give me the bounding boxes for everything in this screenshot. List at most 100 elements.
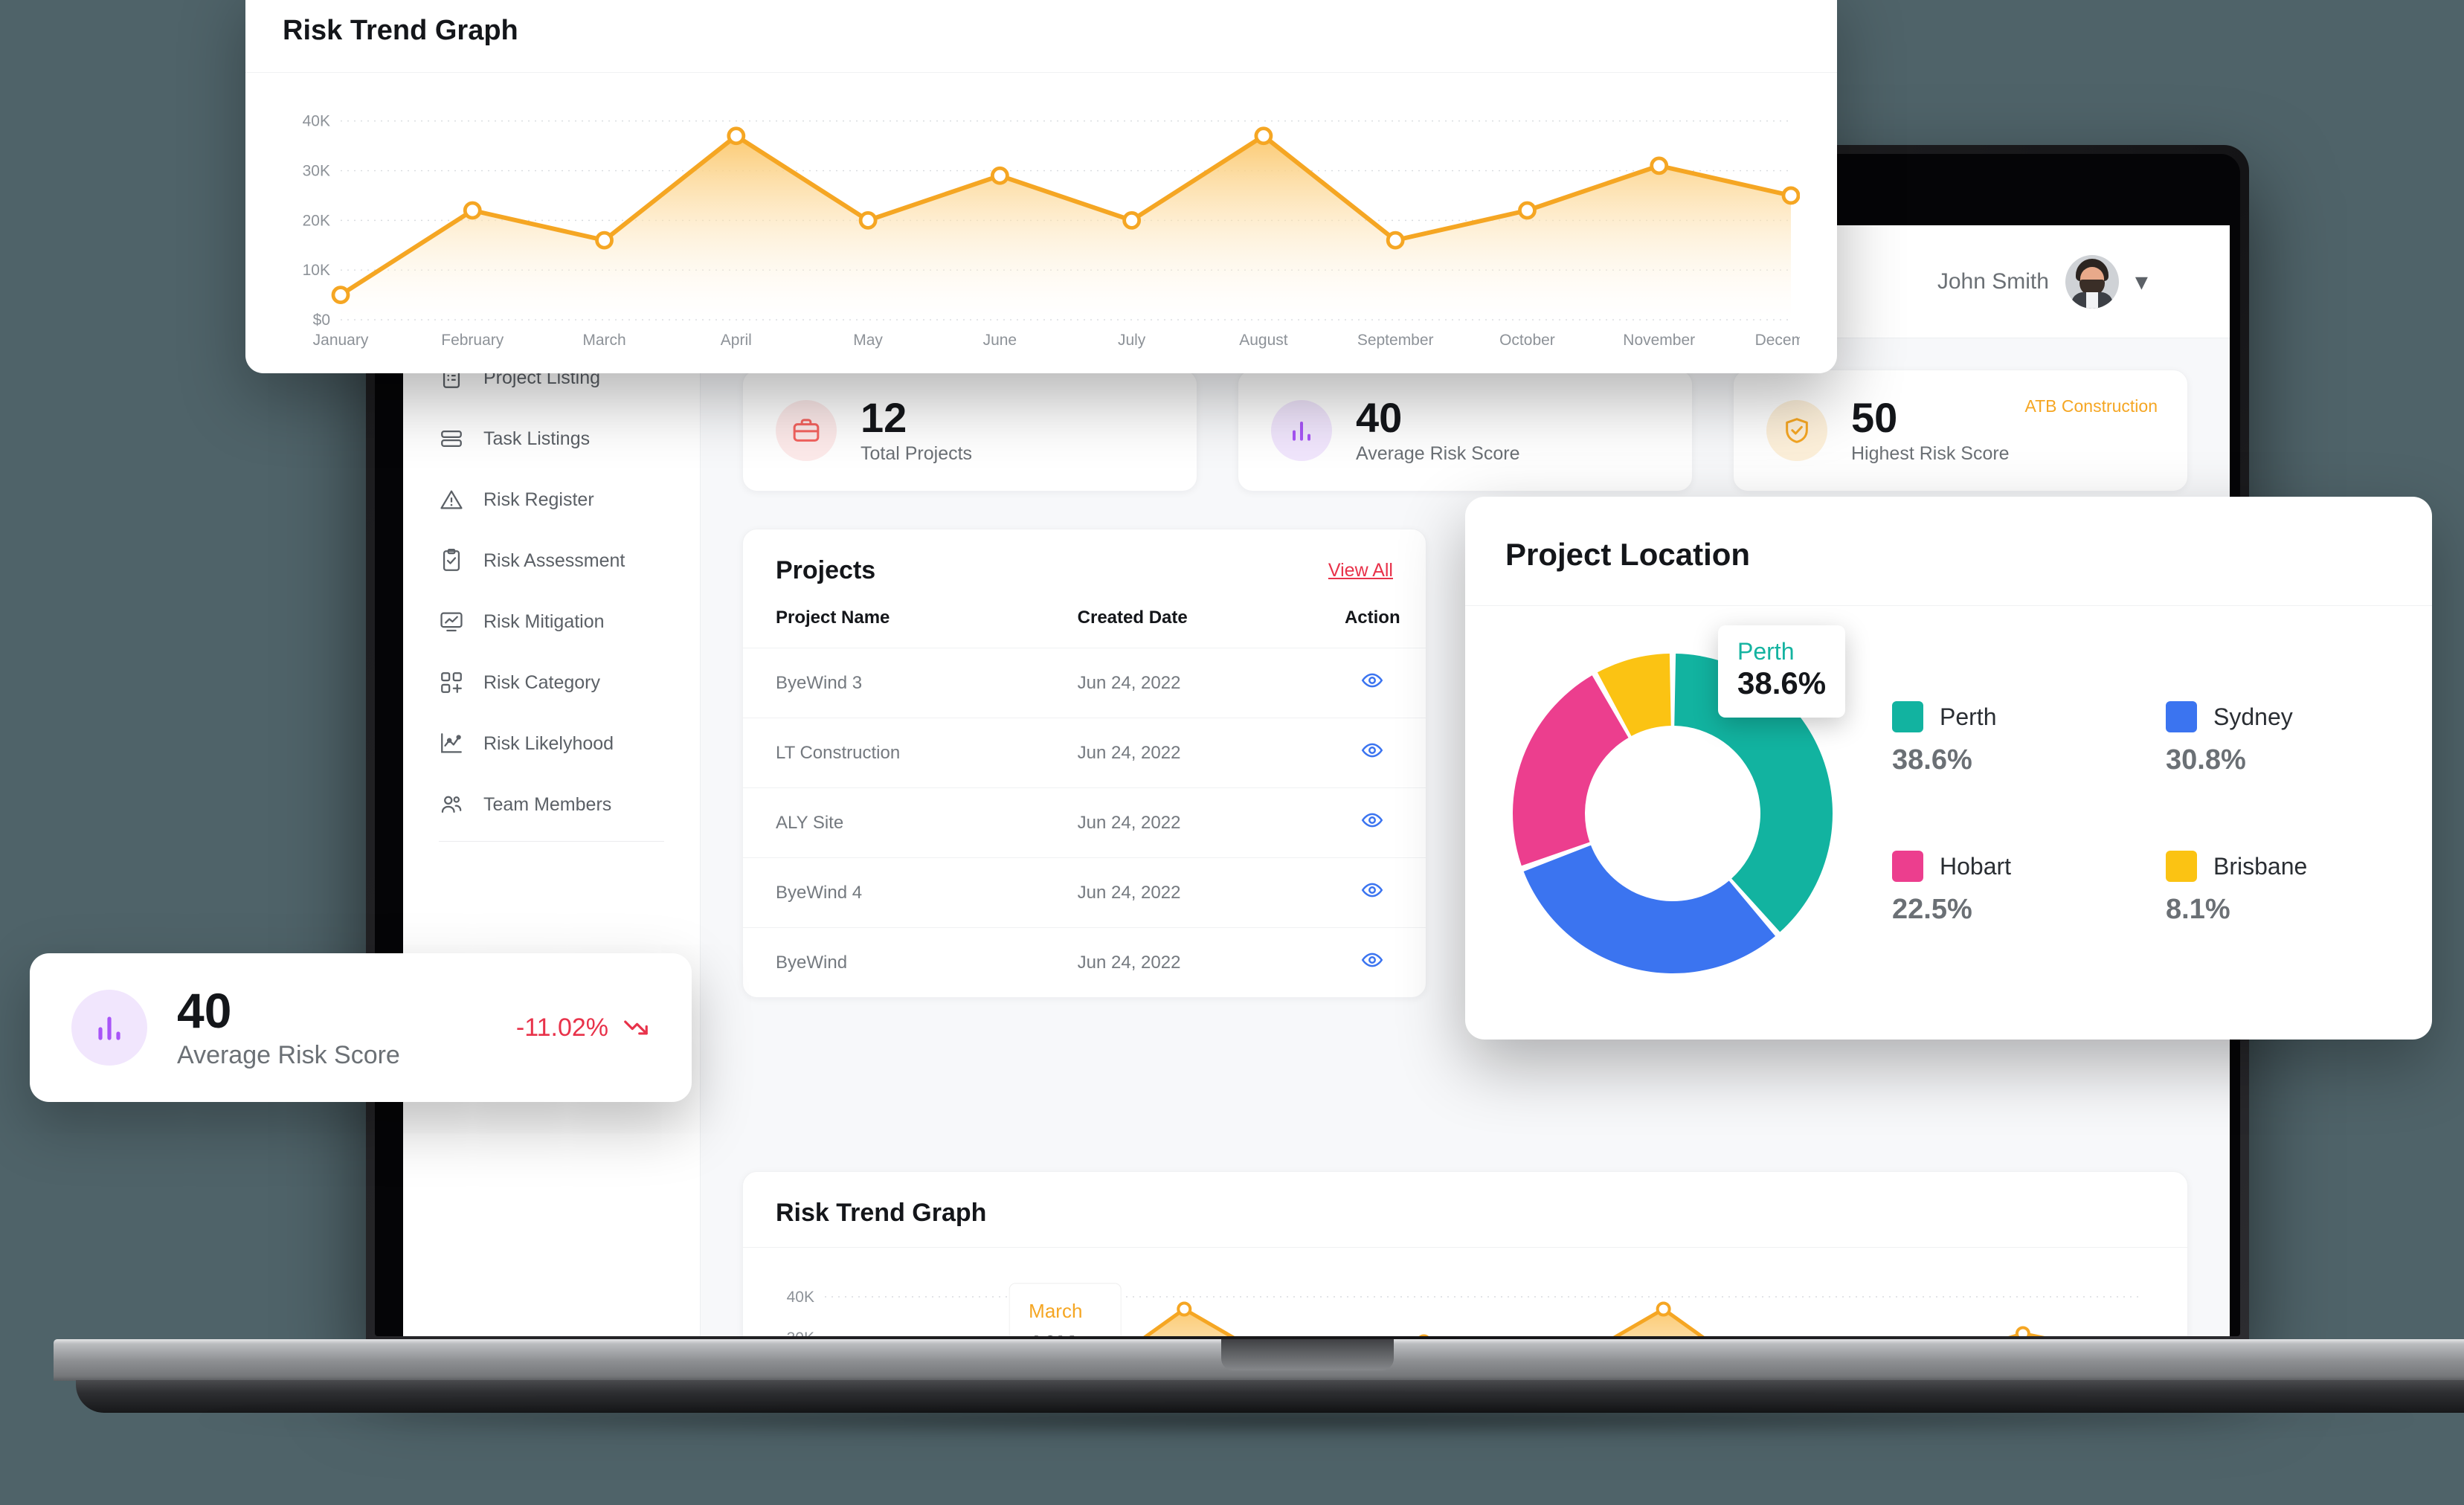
warning-triangle-icon <box>439 487 464 512</box>
table-row[interactable]: ByeWind 4 Jun 24, 2022 <box>743 857 1426 928</box>
trend-down-icon <box>622 1013 650 1042</box>
cell-created-date: Jun 24, 2022 <box>1044 927 1319 997</box>
sidebar-item-label: Team Members <box>483 793 612 815</box>
sidebar-item-risk-category[interactable]: Risk Category <box>403 652 700 713</box>
cell-project-name: LT Construction <box>743 718 1045 788</box>
donut-slice-sydney[interactable] <box>1523 845 1776 973</box>
stat-card-average-risk-score: 40 Average Risk Score <box>1238 370 1693 492</box>
svg-text:40K: 40K <box>787 1289 814 1306</box>
legend-item-sydney[interactable]: Sydney 30.8% <box>2166 701 2392 776</box>
users-icon <box>439 792 464 817</box>
cell-action <box>1319 857 1426 928</box>
risk-trend-chart-area: $010K20K30K40KJanuaryFebruaryMarchAprilM… <box>743 1248 2187 1336</box>
delta-indicator: -11.02% <box>516 1013 650 1042</box>
projects-panel: Projects View All Project Name Created D… <box>742 529 1426 998</box>
legend-item-hobart[interactable]: Hobart 22.5% <box>1892 851 2118 926</box>
donut-legend: Perth 38.6% Sydney 30.8% Hobart 22.5% Brisbane… <box>1870 701 2392 926</box>
legend-value: 22.5% <box>1892 894 1972 925</box>
cell-created-date: Jun 24, 2022 <box>1044 787 1319 858</box>
table-row[interactable]: ByeWind Jun 24, 2022 <box>743 927 1426 997</box>
svg-text:September: September <box>1357 332 1434 349</box>
eye-icon[interactable] <box>1361 739 1383 761</box>
sidebar-item-team-members[interactable]: Team Members <box>403 774 700 835</box>
delta-value: -11.02% <box>515 1013 608 1042</box>
average-risk-value: 40 <box>177 982 232 1038</box>
donut-tooltip: Perth 38.6% <box>1718 625 1846 718</box>
chevron-down-icon[interactable]: ▾ <box>2135 267 2148 296</box>
legend-swatch <box>2166 851 2197 882</box>
sidebar-item-risk-assessment[interactable]: Risk Assessment <box>403 530 700 591</box>
legend-swatch <box>1892 851 1923 882</box>
floating-trend-header: Risk Trend Graph <box>245 0 1837 73</box>
stacked-rows-icon <box>439 426 464 451</box>
legend-item-brisbane[interactable]: Brisbane 8.1% <box>2166 851 2392 926</box>
main-content: 12 Total Projects 40 Average <box>701 338 2230 1336</box>
stat-value: 50 <box>1851 393 1898 441</box>
svg-text:May: May <box>853 332 883 349</box>
donut-slice-hobart[interactable] <box>1513 675 1629 866</box>
risk-trend-panel: Risk Trend Graph $010K20K30K40KJanuaryFe… <box>742 1171 2188 1336</box>
table-row[interactable]: ALY Site Jun 24, 2022 <box>743 787 1426 858</box>
panel-title: Projects <box>776 556 876 584</box>
sidebar-item-label: Task Listings <box>483 428 591 449</box>
project-location-header: Project Location <box>1465 497 2432 606</box>
panel-title: Risk Trend Graph <box>776 1199 987 1227</box>
user-menu[interactable]: John Smith ▾ <box>1937 254 2148 309</box>
stat-label: Total Projects <box>861 442 973 464</box>
sidebar-item-risk-register[interactable]: Risk Register <box>403 469 700 530</box>
table-row[interactable]: ByeWind 3 Jun 24, 2022 <box>743 648 1426 718</box>
risk-trend-chart-large: $0 10K 20K 30K 40K January February March April M… <box>303 113 1827 349</box>
sidebar-item-label: Risk Register <box>483 489 594 510</box>
tooltip-value: 38.6% <box>1737 666 1827 701</box>
legend-label: Hobart <box>1940 852 2012 880</box>
svg-text:February: February <box>441 332 504 349</box>
projects-table: Project Name Created Date Action ByeWind… <box>743 608 1426 997</box>
eye-icon[interactable] <box>1361 949 1383 971</box>
view-all-link[interactable]: View All <box>1328 560 1393 581</box>
donut-chart-wrap: Perth 38.6% <box>1498 625 1847 988</box>
donut-slice-brisbane[interactable] <box>1597 654 1671 736</box>
table-row[interactable]: LT Construction Jun 24, 2022 <box>743 718 1426 788</box>
eye-icon[interactable] <box>1361 879 1383 901</box>
legend-swatch <box>2166 701 2197 732</box>
cell-project-name: ByeWind 3 <box>743 648 1045 718</box>
svg-text:16K: 16K <box>1029 1331 1075 1336</box>
risk-trend-chart: $010K20K30K40KJanuaryFebruaryMarchAprilM… <box>787 1283 2143 1336</box>
legend-label: Brisbane <box>2213 852 2308 880</box>
sidebar-item-task-listings[interactable]: Task Listings <box>403 408 700 469</box>
floating-trend-chart-area: $0 10K 20K 30K 40K January February March April M… <box>245 73 1837 364</box>
stat-value: 40 <box>1356 393 1403 441</box>
sidebar-item-risk-mitigation[interactable]: Risk Mitigation <box>403 591 700 652</box>
bar-chart-icon <box>71 990 147 1066</box>
stat-value: 12 <box>861 393 907 441</box>
legend-item-perth[interactable]: Perth 38.6% <box>1892 701 2118 776</box>
cell-action <box>1319 648 1426 718</box>
svg-text:April: April <box>721 332 752 349</box>
legend-value: 38.6% <box>1892 744 1972 776</box>
user-name: John Smith <box>1937 268 2049 294</box>
svg-text:August: August <box>1239 332 1288 349</box>
floating-average-risk-card: 40 Average Risk Score -11.02% <box>30 953 692 1102</box>
sidebar-item-label: Risk Category <box>483 671 600 693</box>
sidebar-divider <box>439 841 664 842</box>
svg-text:March: March <box>582 332 625 349</box>
sidebar-item-risk-likelyhood[interactable]: Risk Likelyhood <box>403 713 700 774</box>
eye-icon[interactable] <box>1361 809 1383 831</box>
avatar <box>2065 254 2119 309</box>
svg-text:October: October <box>1499 332 1555 349</box>
stat-card-total-projects: 12 Total Projects <box>742 370 1197 492</box>
eye-icon[interactable] <box>1361 669 1383 692</box>
svg-text:30K: 30K <box>303 163 330 180</box>
stat-label: Average Risk Score <box>1356 442 1520 464</box>
cell-created-date: Jun 24, 2022 <box>1044 648 1319 718</box>
legend-swatch <box>1892 701 1923 732</box>
shield-check-icon <box>1766 400 1827 461</box>
stat-label: Highest Risk Score <box>1851 442 2010 464</box>
legend-label: Sydney <box>2213 703 2293 730</box>
donut-slice-perth[interactable] <box>1674 654 1833 932</box>
column-header-created-date: Created Date <box>1077 608 1188 628</box>
project-location-body: Perth 38.6% Perth 38.6% Sydney 30.8% Hobart 2… <box>1465 606 2432 988</box>
sidebar-item-label: Risk Assessment <box>483 550 625 571</box>
cell-created-date: Jun 24, 2022 <box>1044 857 1319 928</box>
donut-chart[interactable] <box>1498 639 1847 988</box>
